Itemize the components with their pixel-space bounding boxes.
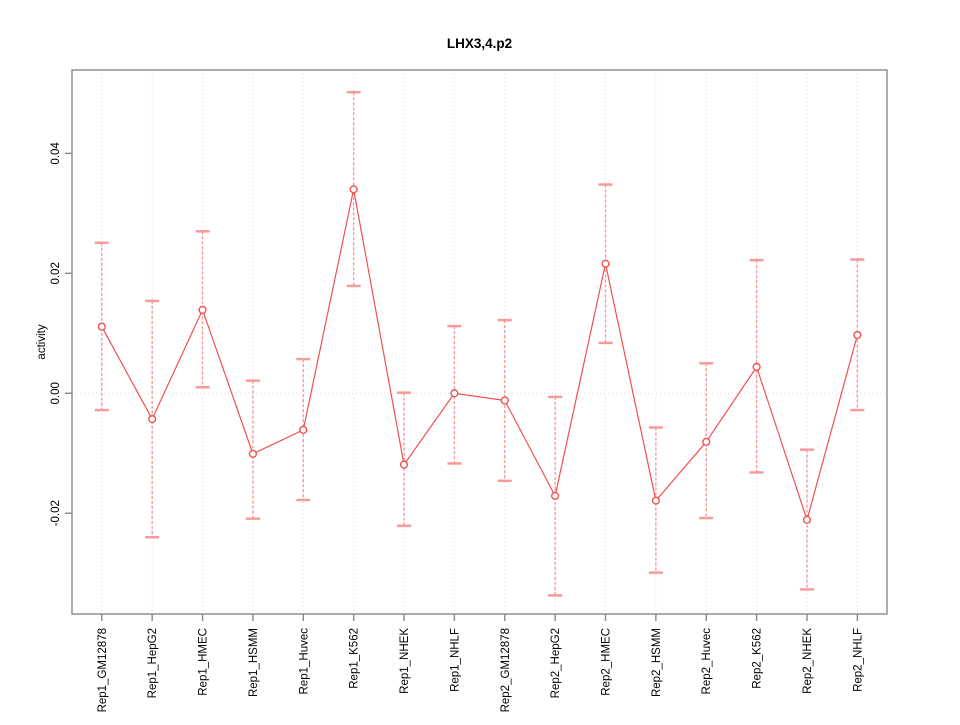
y-tick-label: 0.00 bbox=[50, 382, 62, 404]
x-tick-label: Rep1_NHEK bbox=[399, 628, 411, 694]
y-tick-label: -0.02 bbox=[50, 500, 62, 526]
x-tick-label: Rep1_HSMM bbox=[248, 628, 260, 697]
data-point bbox=[601, 259, 610, 268]
x-tick-label: Rep1_HMEC bbox=[198, 628, 210, 696]
x-tick-label: Rep2_HMEC bbox=[601, 628, 613, 696]
x-tick-label: Rep2_NHEK bbox=[802, 628, 814, 694]
data-point bbox=[148, 414, 157, 424]
data-point bbox=[198, 305, 207, 315]
x-tick-label: Rep2_Huvec bbox=[701, 628, 713, 695]
chart-title: LHX3,4.p2 bbox=[447, 36, 512, 51]
data-point bbox=[551, 491, 560, 500]
x-tick-label: Rep2_HSMM bbox=[651, 628, 663, 697]
data-point bbox=[349, 185, 358, 194]
x-tick-label: Rep1_NHLF bbox=[449, 628, 461, 692]
data-point bbox=[450, 389, 459, 398]
x-tick-label: Rep2_HepG2 bbox=[550, 628, 562, 698]
y-axis-label: activity bbox=[36, 324, 48, 359]
x-tick-label: Rep1_Huvec bbox=[298, 628, 310, 695]
y-tick-label: 0.04 bbox=[50, 142, 62, 165]
data-point bbox=[651, 496, 660, 505]
data-point bbox=[853, 331, 862, 340]
data-point bbox=[97, 322, 106, 331]
data-point bbox=[500, 396, 509, 405]
data-point bbox=[702, 437, 711, 446]
x-tick-label: Rep2_GM12878 bbox=[500, 628, 512, 712]
series-line bbox=[101, 189, 858, 522]
y-tick-label: 0.02 bbox=[50, 262, 62, 284]
plot-border bbox=[71, 69, 888, 615]
data-point bbox=[248, 449, 258, 458]
data-point bbox=[752, 362, 761, 371]
data-point bbox=[802, 515, 812, 524]
x-tick-label: Rep2_K562 bbox=[752, 628, 764, 689]
data-point bbox=[299, 425, 308, 434]
x-tick-label: Rep2_NHLF bbox=[852, 628, 864, 692]
x-tick-label: Rep1_K562 bbox=[349, 628, 361, 689]
x-tick-label: Rep1_HepG2 bbox=[147, 628, 159, 698]
data-point bbox=[399, 460, 409, 469]
x-tick-label: Rep1_GM12878 bbox=[97, 628, 109, 712]
